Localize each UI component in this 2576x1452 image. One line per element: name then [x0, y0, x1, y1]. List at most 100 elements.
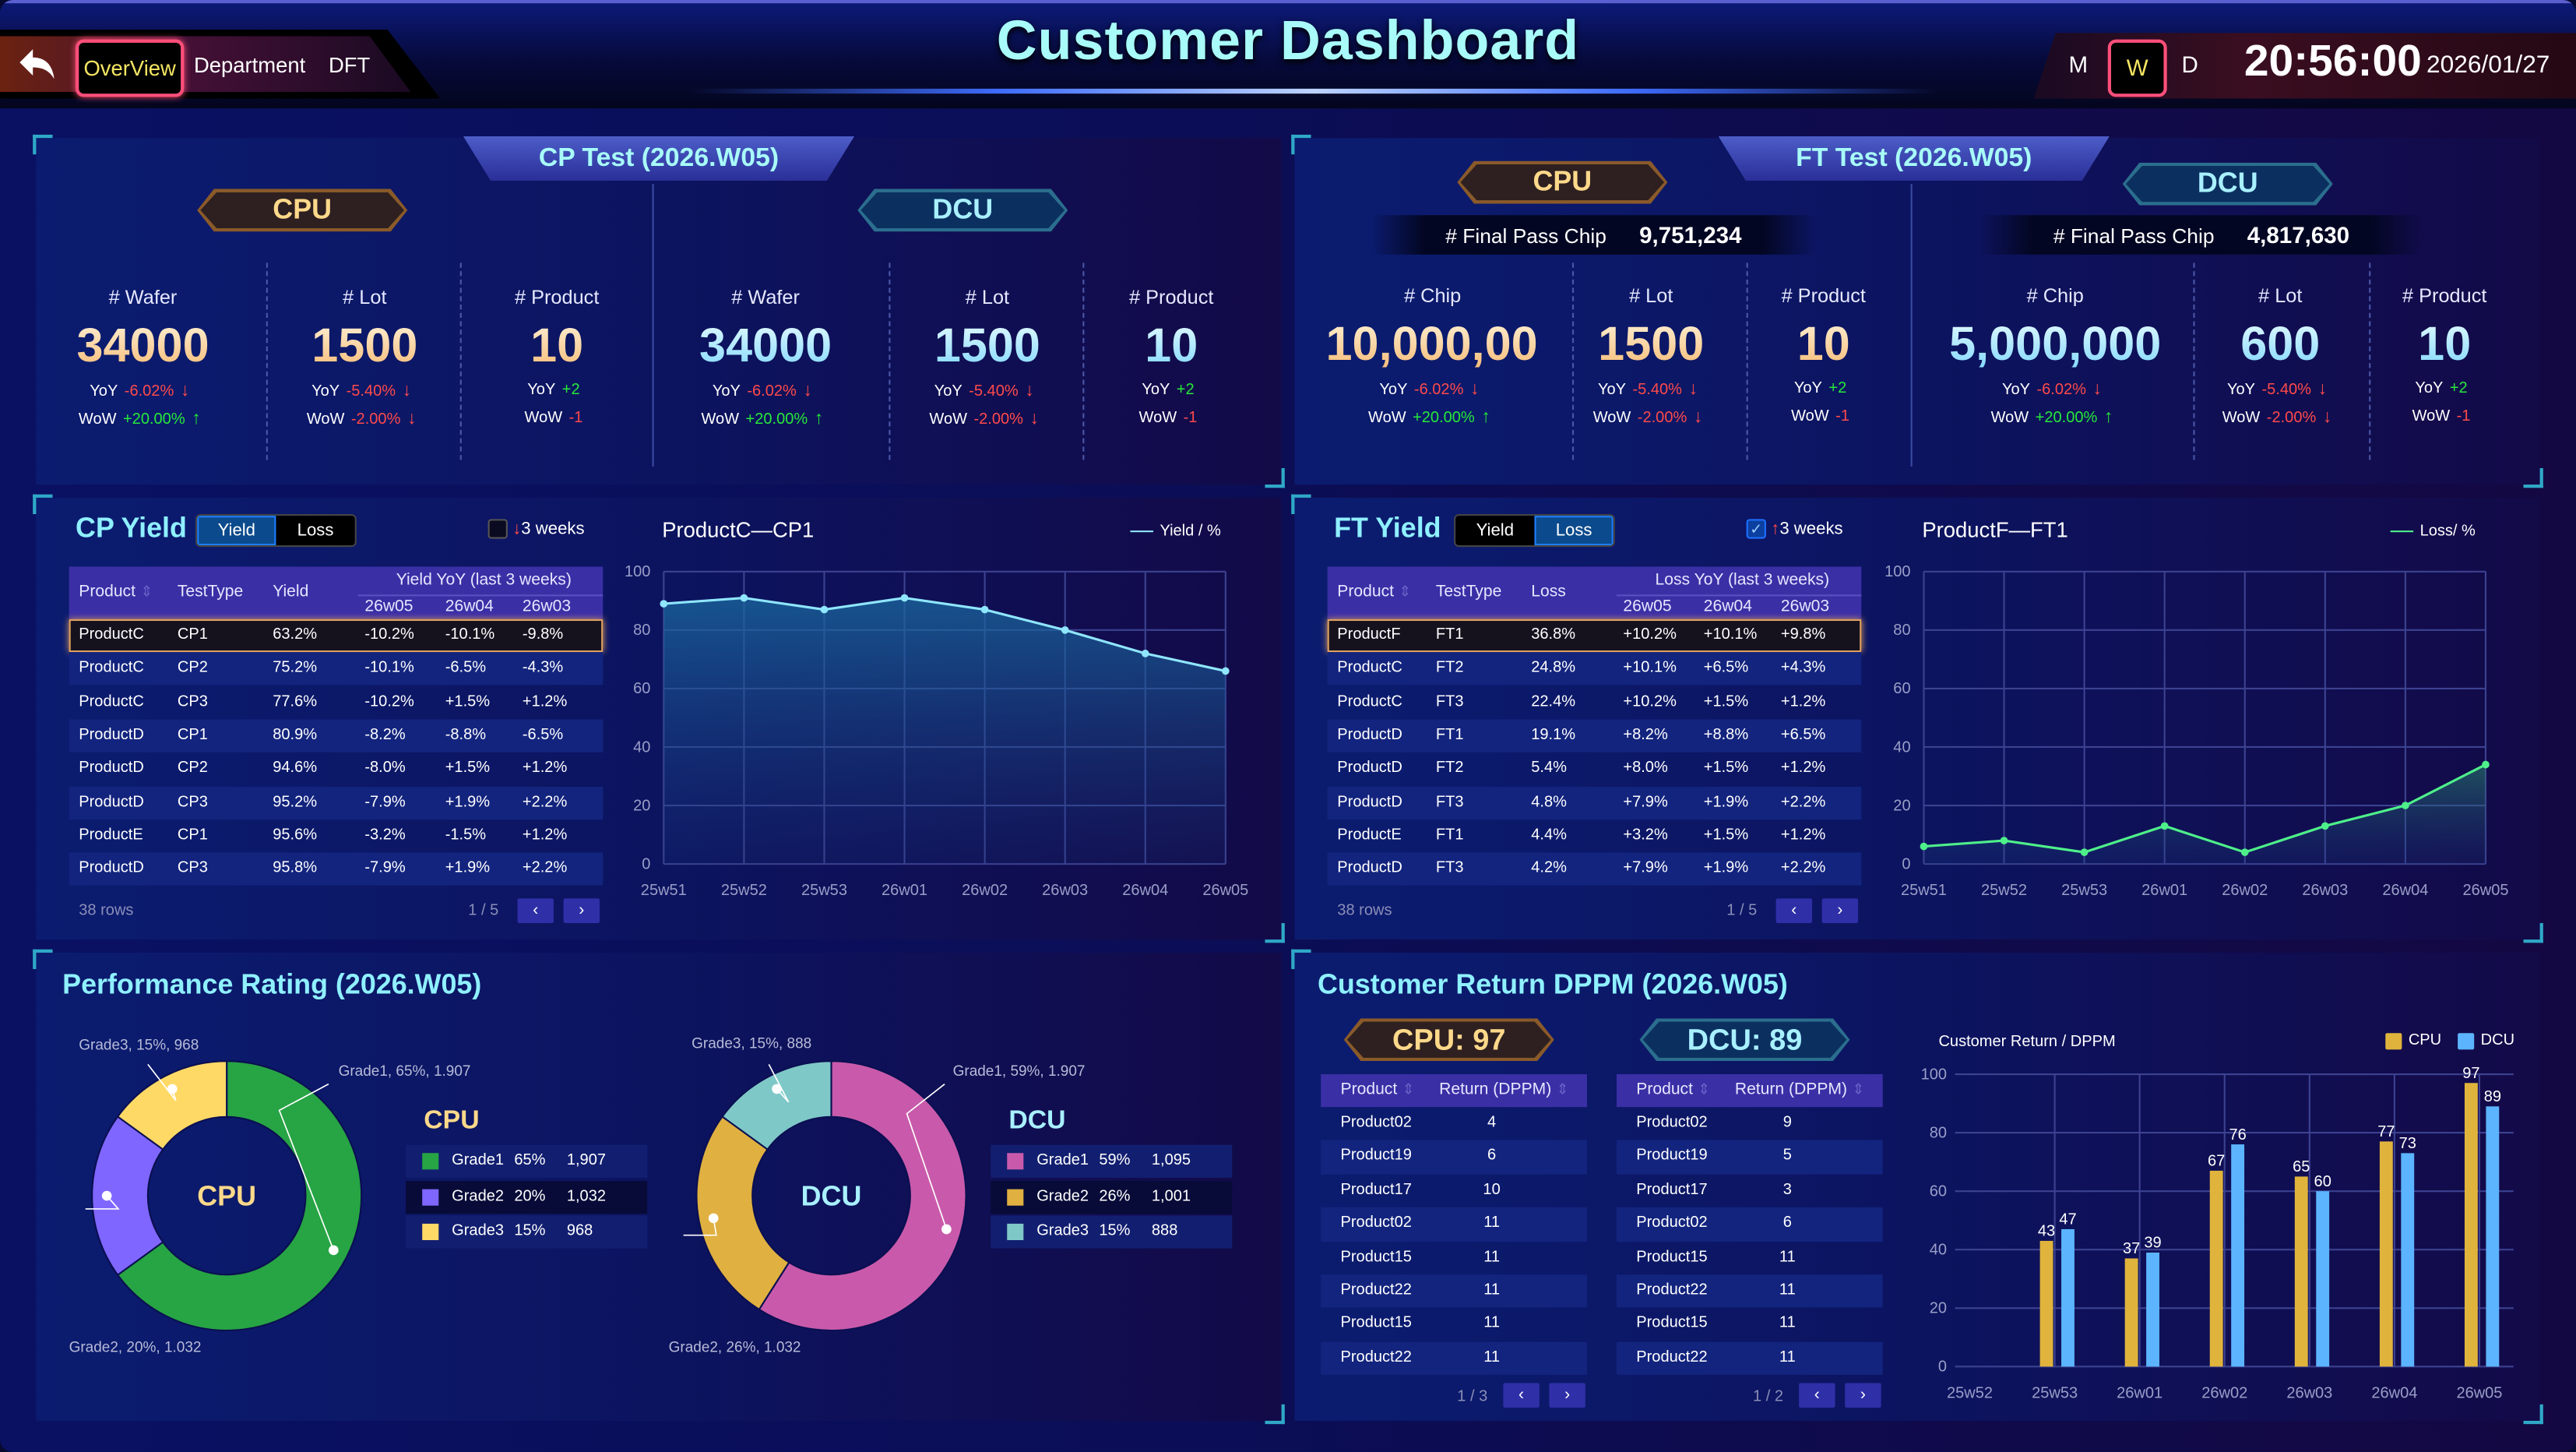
cell-value: 24.8% [1531, 659, 1576, 678]
cell-value: 22.4% [1531, 692, 1576, 711]
nav-dft[interactable]: DFT [328, 52, 371, 78]
sort-icon[interactable]: ⇕ [1402, 1080, 1415, 1098]
kpi-label: # Product [1781, 284, 1866, 308]
period-day[interactable]: D [2181, 51, 2198, 78]
toggle-yield[interactable]: Yield [1455, 516, 1535, 546]
trend-label: 3 weeks [1779, 519, 1843, 539]
dppm-row[interactable] [1321, 1207, 1587, 1242]
table-row[interactable] [1327, 719, 1862, 752]
cell-yoy: +1.9% [445, 858, 491, 878]
prev-page-button[interactable]: ‹ [1775, 898, 1812, 924]
wow-value: -2.00% [1637, 409, 1687, 428]
prev-page-button[interactable]: ‹ [517, 898, 554, 924]
nav-department[interactable]: Department [193, 52, 306, 78]
table-header [1327, 566, 1862, 619]
callout-line [906, 1084, 948, 1230]
sort-icon[interactable]: ⇕ [1399, 583, 1412, 600]
next-page-button[interactable]: › [1821, 898, 1859, 924]
sort-icon[interactable]: ⇕ [140, 583, 153, 600]
prev-page-button[interactable]: ‹ [1799, 1383, 1835, 1408]
y-tick-label: 0 [642, 855, 650, 872]
chart-title: ProductC—CP1 [662, 517, 815, 542]
bar-dcu [2231, 1144, 2245, 1367]
sort-icon[interactable]: ⇕ [1556, 1080, 1569, 1098]
table-row[interactable] [69, 719, 604, 752]
cell-yoy: -10.1% [445, 626, 495, 644]
cell-value: 77.6% [273, 692, 318, 711]
column-header[interactable]: Product ⇕ [1341, 1080, 1415, 1098]
donut-slice-grade3 [721, 1060, 832, 1151]
dppm-row[interactable] [1321, 1341, 1587, 1376]
final-pass-chip: # Final Pass Chip 4,817,630 [1980, 215, 2423, 255]
yoy-label: YoY [1597, 381, 1627, 400]
legend-swatch [1007, 1153, 1024, 1170]
yoy-label: YoY [1142, 381, 1170, 400]
three-weeks-checkbox[interactable]: ✓ [1746, 519, 1766, 539]
bar-data-label: 47 [2059, 1211, 2076, 1228]
x-tick-label: 26w05 [2456, 1384, 2502, 1401]
donut-slice-grade1 [758, 1060, 967, 1332]
column-header[interactable]: Return (DPPM) ⇕ [1735, 1080, 1864, 1098]
kpi-wow-row: WoW -1 [2338, 406, 2551, 429]
clock-time: 20:56:00 [2243, 36, 2422, 86]
dppm-row[interactable] [1321, 1274, 1587, 1309]
wow-value: -1 [568, 409, 583, 428]
cell-yoy: +1.5% [1703, 692, 1749, 711]
wow-label: WoW [1592, 409, 1631, 428]
table-row[interactable] [1327, 619, 1862, 653]
final-pass-value: 9,751,234 [1639, 221, 1742, 248]
table-row[interactable] [1327, 652, 1862, 685]
cell-testtype: CP2 [177, 659, 208, 678]
legend-row: Grade1 65% 1,907 [406, 1144, 648, 1178]
bar-data-label: 67 [2208, 1153, 2225, 1170]
dppm-row[interactable] [1616, 1207, 1883, 1242]
next-page-button[interactable]: › [563, 898, 600, 924]
cell-product: Product17 [1636, 1180, 1708, 1199]
toggle-yield[interactable]: Yield [197, 516, 276, 546]
period-month[interactable]: M [2068, 51, 2089, 78]
prev-page-button[interactable]: ‹ [1503, 1383, 1540, 1408]
dppm-row[interactable] [1321, 1140, 1587, 1175]
next-page-button[interactable]: › [1549, 1383, 1585, 1408]
three-weeks-checkbox[interactable] [487, 519, 508, 539]
table-row[interactable] [69, 652, 604, 685]
column-header-product[interactable]: Product ⇕ [79, 583, 153, 601]
toggle-loss[interactable]: Loss [1534, 516, 1614, 546]
cell-testtype: CP2 [177, 759, 208, 777]
sort-icon[interactable]: ⇕ [1698, 1080, 1711, 1098]
cpu-dppm-tag-label: CPU: 97 [1346, 1021, 1551, 1058]
cell-product: Product19 [1340, 1147, 1412, 1165]
donut-center-label: DCU [801, 1181, 862, 1212]
dppm-row[interactable] [1616, 1274, 1883, 1309]
kpi-label: # Lot [1629, 284, 1673, 308]
cell-yoy: +2.2% [1780, 858, 1826, 878]
nav-overview[interactable]: OverView [76, 39, 185, 97]
yoy-label: YoY [2001, 381, 2031, 400]
kpi-yoy-row: YoY +2 [1717, 378, 1930, 401]
table-row[interactable] [1327, 852, 1862, 886]
column-header-yield: Yield [273, 583, 308, 601]
toggle-loss[interactable]: Loss [276, 516, 355, 546]
back-arrow-icon[interactable] [16, 46, 59, 82]
column-header[interactable]: Return (DPPM) ⇕ [1439, 1080, 1568, 1098]
legend-value: 1,907 [566, 1151, 607, 1170]
cp_yield-title: CP Yield [76, 512, 187, 544]
next-page-button[interactable]: › [1845, 1383, 1881, 1408]
kpi-yoy-row: YoY +2 [1065, 379, 1278, 403]
cell-yoy: -7.9% [364, 792, 406, 811]
bar-cpu [2209, 1170, 2223, 1367]
cell-value: 4.2% [1531, 858, 1567, 878]
table-row[interactable] [69, 619, 604, 653]
table-row[interactable] [1327, 785, 1862, 819]
column-header[interactable]: Product ⇕ [1636, 1080, 1710, 1098]
row-count: 38 rows [1337, 901, 1392, 920]
sort-icon[interactable]: ⇕ [1852, 1080, 1865, 1098]
table-row[interactable] [69, 785, 604, 819]
period-week[interactable]: W [2107, 39, 2167, 97]
dppm-row[interactable] [1616, 1341, 1883, 1376]
week-header: 26w03 [522, 597, 572, 616]
table-row[interactable] [69, 852, 604, 886]
column-header-product[interactable]: Product ⇕ [1337, 583, 1411, 601]
bar-dcu [2401, 1153, 2415, 1367]
dppm-row[interactable] [1616, 1140, 1883, 1175]
